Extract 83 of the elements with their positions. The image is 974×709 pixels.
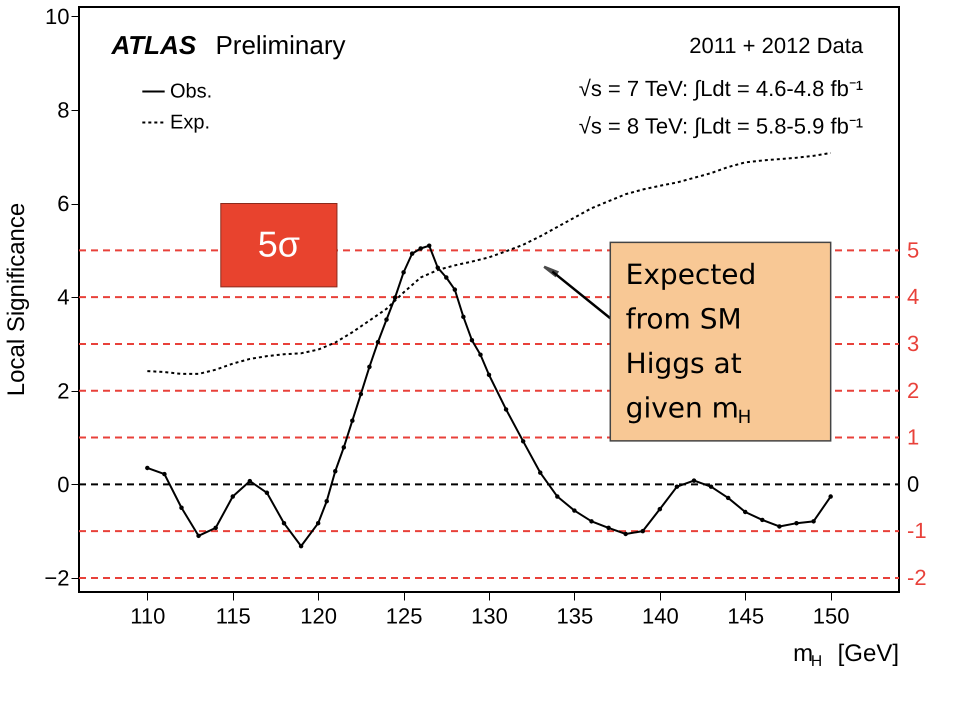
point (298, 544, 304, 548)
point (452, 287, 458, 292)
x-tick-label: 130 (471, 604, 508, 628)
y-tick-label: 2 (57, 378, 70, 404)
y-tick-label: 6 (57, 191, 70, 216)
point (316, 520, 320, 526)
annotation: ATLAS Preliminary (110, 30, 346, 60)
legend-label: Obs. (170, 80, 212, 102)
point (392, 295, 398, 300)
point (367, 364, 372, 370)
ref-line-label: 2 (907, 378, 920, 403)
point (794, 520, 799, 526)
point (410, 251, 414, 256)
point (436, 265, 440, 270)
x-tick-label: 135 (556, 604, 594, 628)
point (520, 439, 526, 444)
point (777, 524, 782, 529)
point (145, 466, 150, 470)
y-tick-label: −2 (44, 565, 70, 590)
x-tick-label: 110 (130, 604, 166, 628)
y-tick-label: 8 (57, 97, 70, 122)
y-axis-title: Local Significance (3, 202, 30, 396)
ref-line-label: 0 (907, 471, 920, 496)
point (538, 470, 542, 475)
point (555, 494, 560, 499)
point (444, 275, 449, 280)
ref-line-label: 3 (907, 330, 920, 356)
point (162, 472, 167, 476)
point (470, 338, 474, 342)
point (418, 246, 423, 251)
point (324, 498, 329, 504)
point (461, 314, 466, 320)
point (248, 478, 252, 484)
point (486, 372, 492, 378)
point (572, 508, 577, 513)
point (401, 270, 406, 275)
y-tick-label: 0 (57, 472, 70, 497)
point (692, 478, 696, 483)
point (828, 494, 833, 499)
point (674, 484, 680, 489)
ref-line-label: -1 (907, 518, 927, 544)
point (708, 484, 714, 489)
x-tick-label: 115 (216, 604, 251, 628)
annotation: 5σ (258, 224, 300, 265)
x-tick-label: 140 (642, 604, 679, 628)
x-tick-label: 150 (812, 604, 850, 628)
point (811, 519, 816, 524)
point (384, 317, 389, 322)
point (478, 352, 483, 357)
point (504, 407, 508, 412)
point (230, 494, 235, 499)
point (264, 490, 270, 496)
point (589, 519, 594, 524)
point (358, 392, 364, 396)
point (342, 445, 346, 450)
y-tick-label: 4 (57, 284, 70, 310)
annotation: √s = 8 TeV: ∫Ldt = 5.8-5.9 fb⁻¹ (578, 113, 864, 138)
x-tick-label: 120 (300, 604, 338, 628)
point (606, 526, 611, 530)
point (658, 506, 662, 512)
point (760, 518, 765, 522)
point (350, 418, 355, 423)
annotation: √s = 7 TeV: ∫Ldt = 4.6-4.8 fb⁻¹ (578, 76, 864, 101)
ref-line-label: 1 (907, 424, 920, 450)
point (623, 532, 628, 536)
point (376, 340, 380, 344)
point (213, 526, 218, 530)
point (179, 506, 184, 510)
ref-line-label: -2 (907, 564, 927, 590)
x-tick-label: 125 (386, 604, 422, 628)
ref-line-label: 5 (907, 237, 920, 262)
point (196, 534, 201, 538)
point (640, 528, 645, 534)
legend-label: Exp. (170, 112, 210, 134)
point (333, 469, 338, 474)
point (726, 496, 730, 500)
point (743, 510, 748, 514)
y-tick-label: 10 (45, 4, 70, 29)
point (426, 243, 432, 248)
annotation: 2011 + 2012 Data (689, 32, 864, 58)
ref-line-label: 4 (907, 284, 920, 310)
point (282, 520, 286, 526)
x-tick-label: 145 (727, 604, 764, 628)
